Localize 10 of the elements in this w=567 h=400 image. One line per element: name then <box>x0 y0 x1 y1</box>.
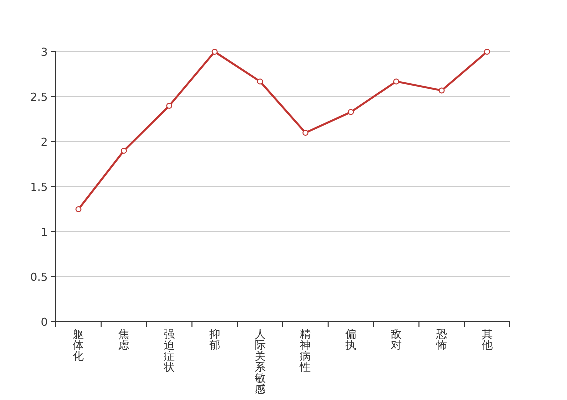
point <box>302 130 309 136</box>
point <box>212 49 218 55</box>
point <box>348 109 354 116</box>
point <box>76 206 82 212</box>
point <box>257 78 264 85</box>
point <box>484 49 490 55</box>
point <box>394 78 400 85</box>
point <box>121 148 128 154</box>
point <box>166 103 172 109</box>
point <box>438 88 445 94</box>
